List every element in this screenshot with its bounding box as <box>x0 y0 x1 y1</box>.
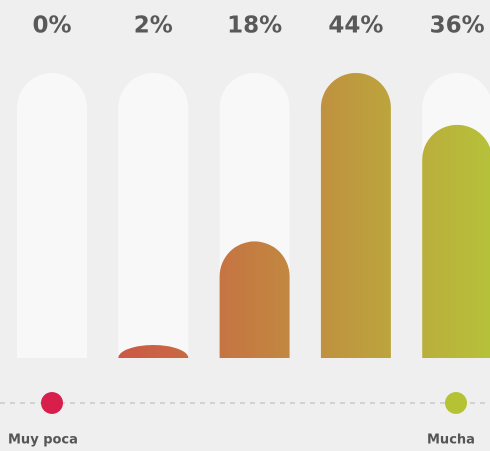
value-label: 18% <box>227 13 282 39</box>
bar <box>320 73 391 358</box>
value-label: 0% <box>32 13 71 39</box>
scale-label-high: Mucha <box>427 433 475 448</box>
scale-dot-high <box>445 392 467 414</box>
scale-dot-low <box>41 392 63 414</box>
bar-track <box>17 73 87 358</box>
bar <box>219 241 290 358</box>
value-label: 44% <box>328 13 383 39</box>
bar-track <box>118 73 189 358</box>
bar <box>118 345 189 358</box>
scale-label-low: Muy poca <box>8 433 78 448</box>
bar <box>422 124 490 358</box>
value-label: 36% <box>430 13 485 39</box>
value-label: 2% <box>134 13 173 39</box>
